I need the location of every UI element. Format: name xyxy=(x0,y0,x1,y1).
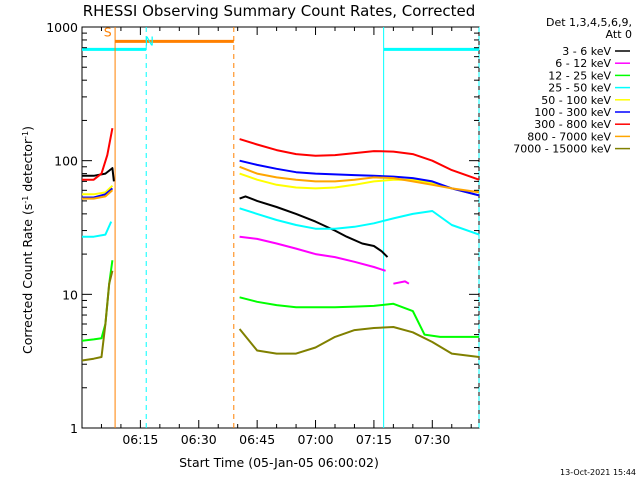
series-7-segment-1 xyxy=(239,165,480,194)
series-5-segment-0 xyxy=(82,187,114,199)
y-tick-label: 1 xyxy=(70,421,78,436)
series-8-segment-0 xyxy=(81,270,114,362)
y-tick-label: 1000 xyxy=(46,20,78,35)
annotation-S: S xyxy=(104,24,112,39)
series-1-segment-1 xyxy=(393,280,410,285)
y-axis-label: Corrected Count Rate (s-1 detector-1) xyxy=(20,126,35,354)
flag-bars xyxy=(82,39,479,51)
y-tick-label: 100 xyxy=(54,154,78,169)
series-5-segment-1 xyxy=(239,159,480,197)
x-tick-label: 06:45 xyxy=(239,432,275,447)
legend-label-6: 300 - 800 keV xyxy=(534,118,611,131)
legend-label-3: 25 - 50 keV xyxy=(548,82,611,95)
series-3-segment-1 xyxy=(239,207,480,236)
legend-label-4: 50 - 100 keV xyxy=(541,94,611,107)
series-4-segment-0 xyxy=(82,184,114,196)
legend-label-8: 7000 - 15000 keV xyxy=(513,143,611,156)
series-4-segment-1 xyxy=(239,172,480,197)
annotations: SN xyxy=(104,24,154,48)
legend-label-1: 6 - 12 keV xyxy=(555,57,611,70)
marker-lines xyxy=(114,27,480,428)
chart-title: RHESSI Observing Summary Count Rates, Co… xyxy=(83,2,476,20)
plot-frame xyxy=(81,26,480,429)
plot-area: SN xyxy=(81,24,480,429)
y-tick-label: 10 xyxy=(62,287,78,302)
series-2-segment-1 xyxy=(239,296,479,338)
legend-label-5: 100 - 300 keV xyxy=(534,106,611,119)
x-tick-label: 06:15 xyxy=(122,432,158,447)
x-tick-label: 06:30 xyxy=(181,432,217,447)
footer-date: 13-Oct-2021 15:44 xyxy=(560,468,636,477)
series-0-segment-1 xyxy=(239,195,389,258)
series-8-segment-1 xyxy=(238,326,480,358)
x-axis-label: Start Time (05-Jan-05 06:00:02) xyxy=(179,455,379,470)
series-0-segment-0 xyxy=(82,167,115,182)
legend-label-0: 3 - 6 keV xyxy=(562,45,611,58)
series-6-segment-0 xyxy=(82,128,114,181)
legend-header-line2: Att 0 xyxy=(606,28,632,41)
series-7-segment-0 xyxy=(82,189,114,200)
x-tick-label: 07:30 xyxy=(414,432,450,447)
x-tick-label: 07:00 xyxy=(298,432,334,447)
x-axis: 06:15 06:30 06:45 07:00 07:15 07:30 xyxy=(100,27,472,447)
legend-label-2: 12 - 25 keV xyxy=(548,69,611,82)
series-6-segment-1 xyxy=(239,138,480,181)
series-lines xyxy=(81,128,480,362)
y-axis: 1 10 100 1000 xyxy=(46,20,479,436)
series-1-segment-0 xyxy=(239,235,386,272)
legend-label-7: 800 - 7000 keV xyxy=(527,130,611,143)
series-3-segment-0 xyxy=(82,221,113,238)
legend-header-line1: Det 1,3,4,5,6,9, xyxy=(546,16,632,29)
x-tick-label: 07:15 xyxy=(356,432,392,447)
annotation-N: N xyxy=(145,33,154,48)
